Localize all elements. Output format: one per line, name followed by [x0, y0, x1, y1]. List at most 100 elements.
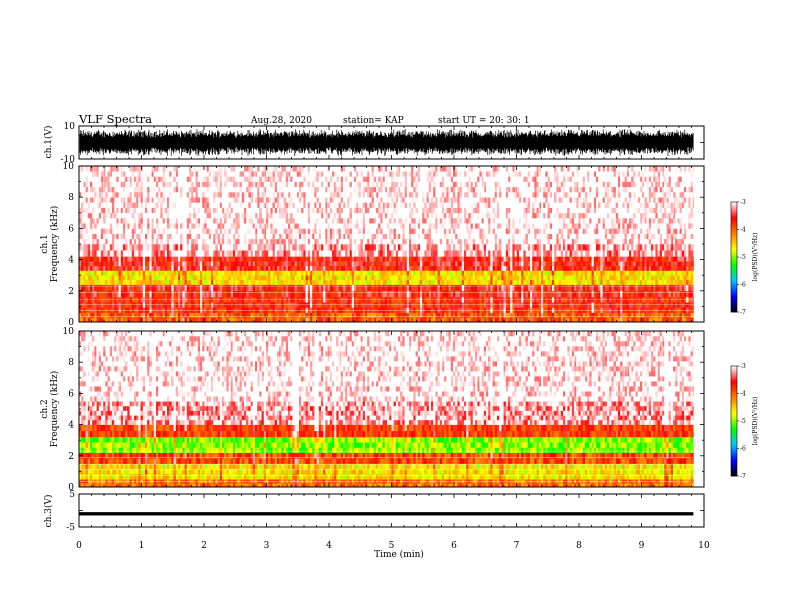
- spectrogram-cell: [380, 317, 383, 323]
- spectrogram-cell: [167, 233, 170, 240]
- spectrogram-cell: [294, 228, 298, 234]
- spectrogram-cell: [248, 256, 251, 262]
- spectrogram-cell: [288, 312, 291, 318]
- spectrogram-cell: [145, 192, 148, 198]
- spectrogram-cell: [367, 261, 370, 267]
- spectrogram-cell: [373, 250, 377, 257]
- spectrogram-cell: [171, 202, 174, 208]
- spectrogram-cell: [213, 212, 216, 219]
- spectrogram-cell: [134, 279, 137, 285]
- spectrogram-cell: [116, 250, 119, 257]
- spectrogram-cell: [226, 256, 229, 262]
- spectrogram-cell: [235, 279, 238, 285]
- spectrogram-cell: [193, 265, 196, 271]
- spectrogram-cell: [228, 171, 232, 177]
- spectrogram-cell: [369, 238, 372, 245]
- spectrogram-cell: [173, 256, 177, 262]
- spectrogram-cell: [114, 192, 117, 198]
- spectrogram-cell: [303, 186, 306, 193]
- spectrogram-cell: [83, 181, 86, 188]
- spectrogram-cell: [259, 238, 262, 245]
- spectrogram-cell: [226, 270, 229, 276]
- spectrogram-cell: [398, 171, 401, 177]
- spectrogram-cell: [169, 192, 172, 198]
- spectrogram-cell: [336, 228, 339, 234]
- spectrogram-cell: [228, 238, 232, 245]
- spectrogram-cell: [406, 290, 410, 298]
- spectrogram-cell: [420, 270, 423, 276]
- spectrogram-cell: [226, 207, 229, 214]
- spectrogram-cell: [103, 275, 106, 281]
- spectrogram-cell: [197, 223, 201, 229]
- spectrogram-cell: [384, 181, 388, 188]
- spectrogram-cell: [160, 238, 163, 245]
- spectrogram-cell: [180, 284, 183, 292]
- spectrogram-cell: [395, 176, 399, 182]
- spectrogram-cell: [371, 223, 375, 229]
- spectrogram-cell: [369, 312, 372, 318]
- spectrogram-cell: [384, 171, 388, 177]
- spectrogram-cell: [395, 171, 399, 177]
- spectrogram-cell: [118, 202, 122, 208]
- spectrogram-cell: [233, 218, 236, 224]
- spectrogram-cell: [270, 270, 273, 276]
- spectrogram-cell: [428, 207, 432, 214]
- spectrogram-cell: [107, 223, 111, 229]
- spectrogram-cell: [208, 250, 212, 257]
- spectrogram-cell: [153, 223, 157, 229]
- spectrogram-cell: [321, 233, 324, 240]
- spectrogram-cell: [270, 181, 273, 188]
- spectrogram-cell: [270, 166, 273, 172]
- spectrogram-cell: [248, 223, 251, 229]
- spectrogram-cell: [204, 317, 207, 323]
- spectrogram-cell: [389, 238, 392, 245]
- spectrogram-cell: [131, 207, 135, 214]
- spectrogram-cell: [116, 279, 119, 285]
- spectrogram-cell: [252, 270, 256, 276]
- spectrogram-cell: [325, 166, 328, 172]
- spectrogram-cell: [241, 290, 245, 298]
- spectrogram-cell: [90, 250, 93, 257]
- spectrogram-cell: [426, 192, 430, 198]
- spectrogram-cell: [193, 250, 196, 257]
- spectrogram-cell: [255, 176, 258, 182]
- spectrogram-cell: [228, 317, 232, 323]
- spectrogram-cell: [241, 207, 245, 214]
- spectrogram-cell: [250, 275, 254, 281]
- spectrogram-cell: [112, 279, 115, 285]
- spectrogram-cell: [391, 317, 394, 323]
- spectrogram-cell: [380, 207, 383, 214]
- spectrogram-cell: [129, 256, 133, 262]
- spectrogram-cell: [244, 192, 247, 198]
- spectrogram-cell: [109, 166, 113, 172]
- spectrogram-cell: [142, 244, 146, 251]
- spectrogram-cell: [162, 238, 166, 245]
- spectrogram-cell: [200, 256, 203, 262]
- spectrogram-cell: [402, 202, 405, 208]
- spectrogram-cell: [303, 244, 306, 251]
- spectrogram-cell: [151, 238, 155, 245]
- spectrogram-cell: [156, 256, 159, 262]
- spectrogram-cell: [136, 284, 139, 292]
- spectrogram-cell: [314, 244, 317, 251]
- spectrogram-cell: [237, 244, 240, 251]
- spectrogram-cell: [195, 186, 199, 193]
- spectrogram-cell: [105, 290, 108, 298]
- spectrogram-cell: [263, 207, 267, 214]
- spectrogram-cell: [235, 256, 238, 262]
- spectrogram-cell: [259, 223, 262, 229]
- spectrogram-cell: [125, 171, 128, 177]
- spectrogram-cell: [87, 270, 91, 276]
- spectrogram-cell: [158, 261, 161, 267]
- spectrogram-cell: [217, 244, 221, 251]
- spectrogram-cell: [230, 223, 234, 229]
- spectrogram-cell: [206, 317, 210, 323]
- spectrogram-cell: [107, 284, 111, 292]
- spectrogram-cell: [305, 297, 309, 303]
- spectrogram-cell: [325, 250, 328, 257]
- spectrogram-cell: [340, 166, 344, 172]
- spectrogram-cell: [206, 238, 210, 245]
- spectrogram-cell: [85, 250, 89, 257]
- spectrogram-cell: [109, 218, 113, 224]
- spectrogram-cell: [426, 166, 430, 172]
